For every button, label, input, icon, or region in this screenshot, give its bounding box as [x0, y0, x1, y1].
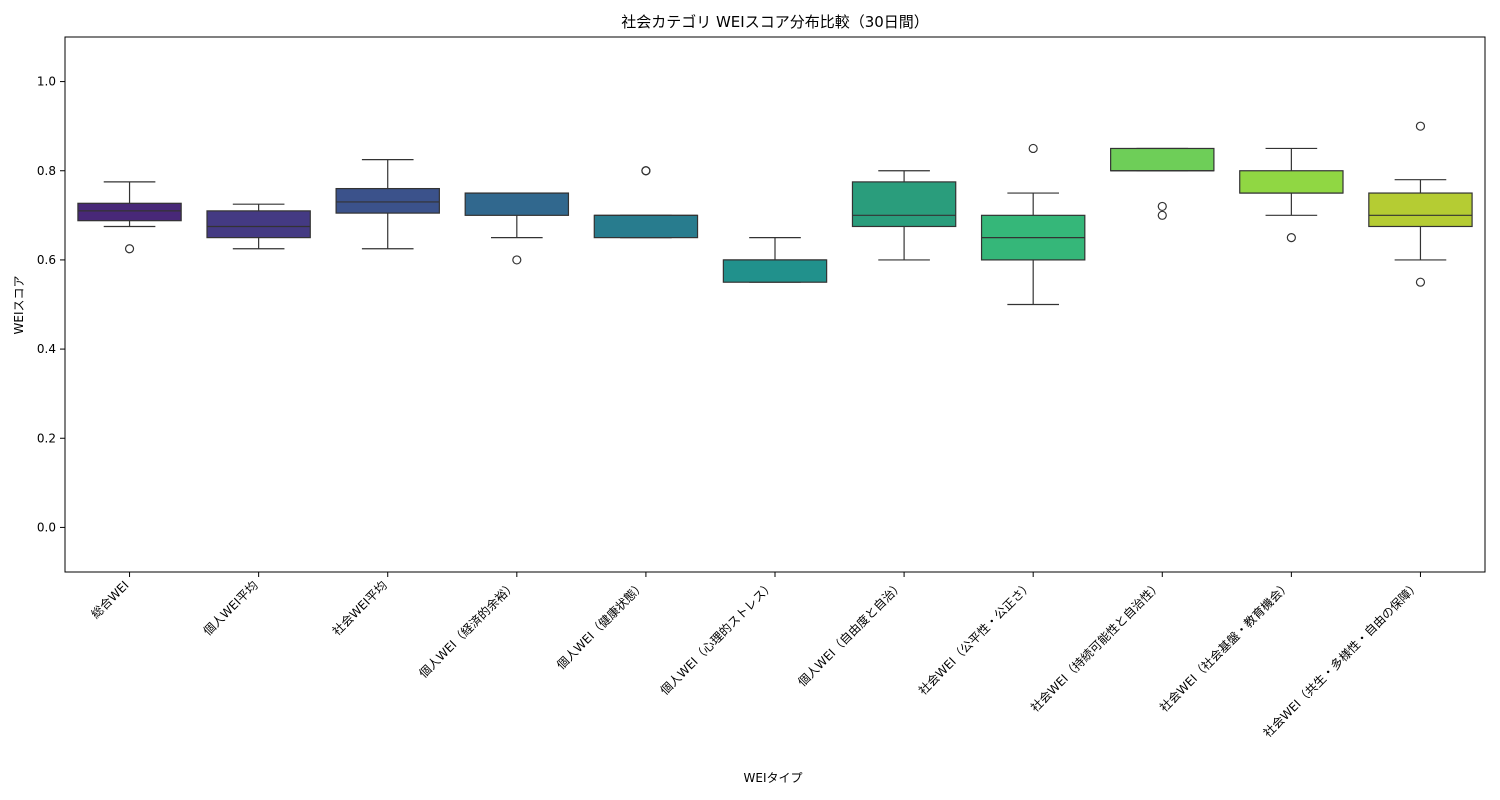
box-8 [980, 143, 1086, 306]
y-tick-label: 0.2 [37, 431, 56, 445]
chart-title: 社会カテゴリ WEIスコア分布比較（30日間） [621, 13, 929, 31]
box-9 [1110, 147, 1215, 220]
x-tick-label: 個人WEI（心理的ストレス） [657, 578, 777, 698]
x-tick-label: 社会WEI（社会基盤・教育機会） [1156, 578, 1293, 715]
iqr-box [593, 214, 699, 239]
box-10 [1239, 147, 1344, 243]
y-tick-label: 0.4 [37, 342, 56, 356]
iqr-box [1239, 170, 1344, 194]
box-2 [206, 203, 311, 250]
iqr-box [206, 210, 311, 239]
x-axis-label: WEIタイプ [744, 771, 803, 785]
iqr-box [851, 181, 957, 228]
box-7 [851, 170, 957, 261]
iqr-box [722, 259, 828, 283]
outlier-point [641, 166, 651, 176]
x-tick-label: 個人WEI平均 [201, 578, 261, 638]
boxes-group [77, 121, 1473, 306]
outlier-point [124, 244, 135, 254]
y-axis: 0.0 0.2 0.4 0.6 0.8 1.0 [37, 75, 65, 534]
box-5 [593, 166, 699, 239]
outlier-point [1028, 143, 1038, 154]
outlier-point [1157, 201, 1167, 212]
iqr-box [77, 202, 182, 222]
outlier-point [512, 255, 522, 265]
x-axis: 総合WEI 個人WEI平均 社会WEI平均 個人WEI（経済的余裕） 個人WEI（健康状… [88, 572, 1423, 740]
outlier-point [1157, 210, 1167, 220]
box-11 [1368, 121, 1473, 287]
iqr-box [464, 192, 570, 216]
x-tick-label: 個人WEI（自由度と自治） [794, 578, 906, 690]
box-3 [335, 159, 440, 250]
y-tick-label: 0.6 [37, 253, 56, 267]
y-tick-label: 0.0 [37, 520, 56, 534]
iqr-box [1110, 147, 1215, 172]
y-tick-label: 1.0 [37, 75, 56, 89]
box-4 [464, 192, 570, 265]
x-tick-label: 個人WEI（健康状態） [553, 578, 648, 673]
x-tick-label: 社会WEI（共生・多様性・自由の保障） [1260, 578, 1423, 741]
x-tick-label: 個人WEI（経済的余裕） [416, 578, 519, 681]
y-tick-label: 0.8 [37, 164, 56, 178]
iqr-box [1368, 192, 1473, 228]
plot-frame [64, 36, 1486, 573]
x-tick-label: 社会WEI平均 [329, 578, 390, 639]
x-tick-label: 総合WEI [88, 578, 132, 622]
box-6 [722, 237, 828, 283]
y-axis-label: WEIスコア [12, 276, 26, 335]
outlier-point [1286, 233, 1296, 243]
x-tick-label: 社会WEI（持続可能性と自治性） [1027, 578, 1164, 715]
outlier-point [1415, 121, 1426, 131]
x-tick-label: 社会WEI（公平性・公正さ） [915, 578, 1035, 698]
box-1 [77, 181, 182, 254]
outlier-point [1415, 277, 1426, 287]
iqr-box [335, 187, 440, 214]
